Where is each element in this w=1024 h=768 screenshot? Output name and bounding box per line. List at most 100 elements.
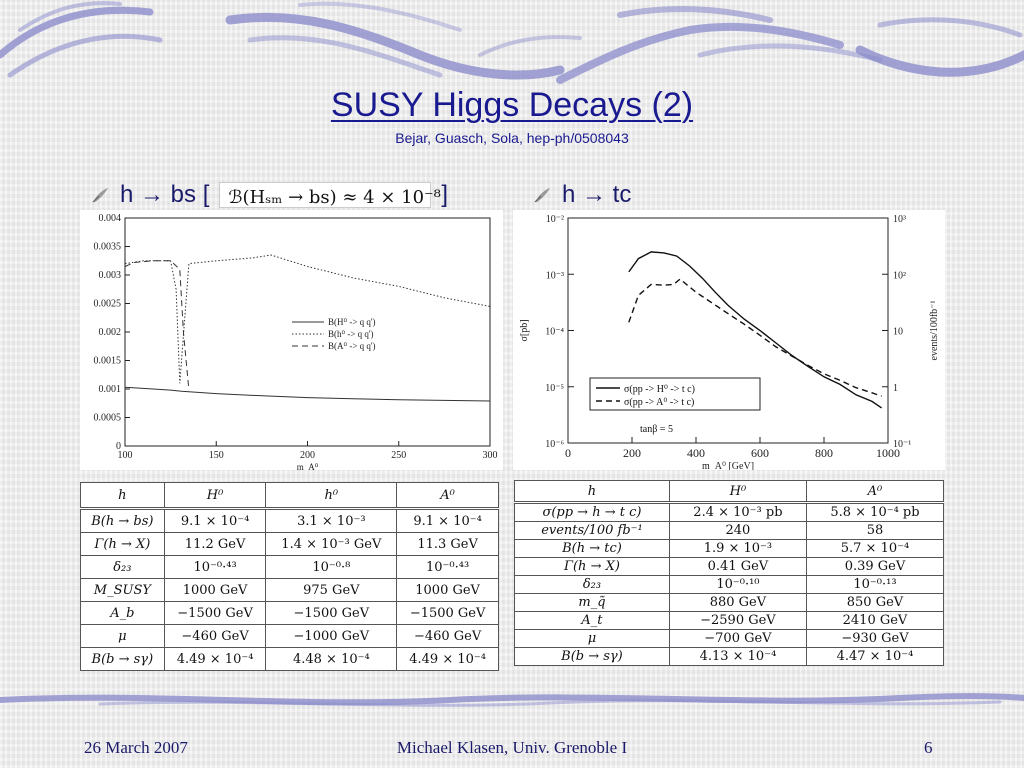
footer-date: 26 March 2007	[84, 738, 188, 757]
plot-branching-ratio-svg: 100 150 200 250 300 0 0.0005 0.001 0.0015 0.002 0.…	[94, 213, 498, 472]
quill-bullet-icon	[534, 188, 550, 203]
plot-cross-section-svg: 0 200 400 600 800 1000 10⁻² 10³ 10⁻³ 10² 10⁻⁴ 10 10⁻…	[519, 214, 940, 472]
row-label: events/100 fb⁻¹	[514, 521, 670, 540]
table-cell: 880 GeV	[668, 593, 807, 612]
header-cell: A⁰	[805, 480, 945, 504]
header-cell: H⁰	[668, 480, 807, 504]
y-axis-label: σ[pb]	[519, 319, 530, 341]
y2-tick-label: 10	[893, 327, 903, 338]
x-tick-label: 400	[687, 446, 705, 460]
table-cell: 975 GeV	[265, 578, 398, 602]
bullet-h-to-tc: h → tc	[532, 178, 631, 212]
x-tick-label: 250	[391, 450, 406, 461]
table-header-row: h H⁰ A⁰	[514, 480, 945, 504]
row-label: A_t	[514, 611, 670, 630]
x-tick-label: 600	[751, 446, 769, 460]
table-row: Γ(h → X) 0.41 GeV 0.39 GeV	[514, 557, 945, 576]
table-row: σ(pp → h → t c) 2.4 × 10⁻³ pb 5.8 × 10⁻⁴ p…	[514, 502, 945, 522]
y-tick-label: 0.003	[99, 270, 122, 281]
row-label: m_q̃	[514, 593, 670, 612]
footer-author: Michael Klasen, Univ. Grenoble I	[396, 738, 628, 757]
table-row: B(b → sγ) 4.49 × 10⁻⁴ 4.48 × 10⁻⁴ 4.49 × 10…	[80, 647, 499, 671]
y2-tick-label: 10³	[893, 214, 906, 225]
table-row: B(b → sγ) 4.13 × 10⁻⁴ 4.47 × 10⁻⁴	[514, 647, 945, 666]
y-tick-label: 0.0005	[94, 413, 122, 424]
legend-box	[589, 377, 761, 411]
table-cell: 240	[668, 521, 807, 540]
table-cell: 1000 GeV	[163, 578, 267, 602]
footer-page-number: 6	[924, 738, 933, 757]
table-row: μ −700 GeV −930 GeV	[514, 629, 945, 648]
table-cell: 11.2 GeV	[163, 532, 267, 556]
y-tick-label: 0.0025	[94, 299, 122, 310]
x-tick-label: 1000	[876, 446, 900, 460]
y-tick-label: 10⁻⁴	[545, 327, 564, 338]
table-cell: −930 GeV	[805, 629, 945, 648]
table-cell: 0.39 GeV	[805, 557, 945, 576]
legend-label: B(A⁰ -> q q')	[328, 341, 376, 351]
legend-label: σ(pp -> A⁰ -> t c)	[624, 397, 694, 408]
bullet-h-to-bs: h → bs [ ℬ(Hₛₘ → bs) ≈ 4 × 10⁻⁸ ]	[90, 178, 448, 212]
header-cell: A⁰	[396, 482, 499, 510]
y-tick-label: 0.0035	[94, 242, 122, 253]
row-label: B(h → tc)	[514, 539, 670, 558]
table-cell: 4.13 × 10⁻⁴	[668, 647, 807, 666]
table-row: m_q̃ 880 GeV 850 GeV	[514, 593, 945, 612]
bullet-text: h → tc	[562, 181, 632, 208]
table-cell: −1500 GeV	[396, 601, 499, 625]
x-tick-label: 0	[565, 446, 571, 460]
row-label: B(b → sγ)	[80, 647, 165, 671]
bullet-text: h → bs [	[120, 181, 210, 208]
x-tick-label: 150	[209, 450, 224, 461]
table-cell: 4.49 × 10⁻⁴	[163, 647, 267, 671]
row-label: δ₂₃	[514, 575, 670, 594]
x-tick-label: 200	[623, 446, 641, 460]
plot-annotation: tanβ = 5	[640, 424, 673, 435]
table-row: A_b −1500 GeV −1500 GeV −1500 GeV	[80, 601, 499, 625]
table-cell: 11.3 GeV	[396, 532, 499, 556]
table-cell: 3.1 × 10⁻³	[265, 508, 398, 533]
y-tick-label: 10⁻⁶	[545, 439, 564, 450]
table-cell: −700 GeV	[668, 629, 807, 648]
header-cell: H⁰	[163, 482, 267, 510]
row-label: μ	[514, 629, 670, 648]
table-cell: 4.48 × 10⁻⁴	[265, 647, 398, 671]
table-h-to-bs: h H⁰ h⁰ A⁰ B(h → bs) 9.1 × 10⁻⁴ 3.1 × 10⁻³…	[80, 482, 499, 671]
x-tick-label: 100	[118, 450, 133, 461]
y-tick-label: 10⁻³	[546, 270, 564, 281]
table-cell: 10⁻⁰·⁴³	[163, 555, 267, 579]
table-cell: 10⁻⁰·⁸	[265, 555, 398, 579]
table-cell: 58	[805, 521, 945, 540]
plot-cross-section: 0 200 400 600 800 1000 10⁻² 10³ 10⁻³ 10² 10⁻⁴ 10 10⁻…	[513, 210, 945, 472]
table-cell: 850 GeV	[805, 593, 945, 612]
plot-frame	[124, 217, 491, 447]
legend-label: B(H⁰ -> q q')	[328, 317, 376, 327]
y-tick-label: 10⁻⁵	[545, 383, 564, 394]
table-cell: 5.7 × 10⁻⁴	[805, 539, 945, 558]
table-cell: −1500 GeV	[163, 601, 267, 625]
row-label: σ(pp → h → t c)	[514, 502, 670, 522]
table-row: B(h → bs) 9.1 × 10⁻⁴ 3.1 × 10⁻³ 9.1 × 10⁻⁴	[80, 508, 499, 533]
table-row: events/100 fb⁻¹ 240 58	[514, 521, 945, 540]
plot-branching-ratio: 100 150 200 250 300 0 0.0005 0.001 0.0015 0.002 0.…	[80, 210, 503, 472]
y2-axis-label: events/100fb⁻¹	[929, 301, 940, 361]
x-tick-label: 200	[300, 450, 315, 461]
table-row: A_t −2590 GeV 2410 GeV	[514, 611, 945, 630]
table-cell: 9.1 × 10⁻⁴	[163, 508, 267, 533]
quill-bullet-icon	[92, 188, 108, 203]
row-label: Γ(h → X)	[514, 557, 670, 576]
table-row: B(h → tc) 1.9 × 10⁻³ 5.7 × 10⁻⁴	[514, 539, 945, 558]
decorative-swirl-bottom	[0, 693, 1024, 707]
table-cell: 10⁻⁰·⁴³	[396, 555, 499, 579]
table-row: δ₂₃ 10⁻⁰·¹⁰ 10⁻⁰·¹³	[514, 575, 945, 594]
table-row: M_SUSY 1000 GeV 975 GeV 1000 GeV	[80, 578, 499, 602]
y-tick-label: 0	[116, 441, 121, 452]
table-cell: 1.4 × 10⁻³ GeV	[265, 532, 398, 556]
table-cell: 2.4 × 10⁻³ pb	[668, 502, 807, 522]
table-cell: 10⁻⁰·¹³	[805, 575, 945, 594]
table-cell: −460 GeV	[396, 624, 499, 648]
table-cell: 4.49 × 10⁻⁴	[396, 647, 499, 671]
table-cell: 2410 GeV	[805, 611, 945, 630]
series-line	[124, 386, 491, 402]
y2-tick-label: 10²	[893, 270, 906, 281]
